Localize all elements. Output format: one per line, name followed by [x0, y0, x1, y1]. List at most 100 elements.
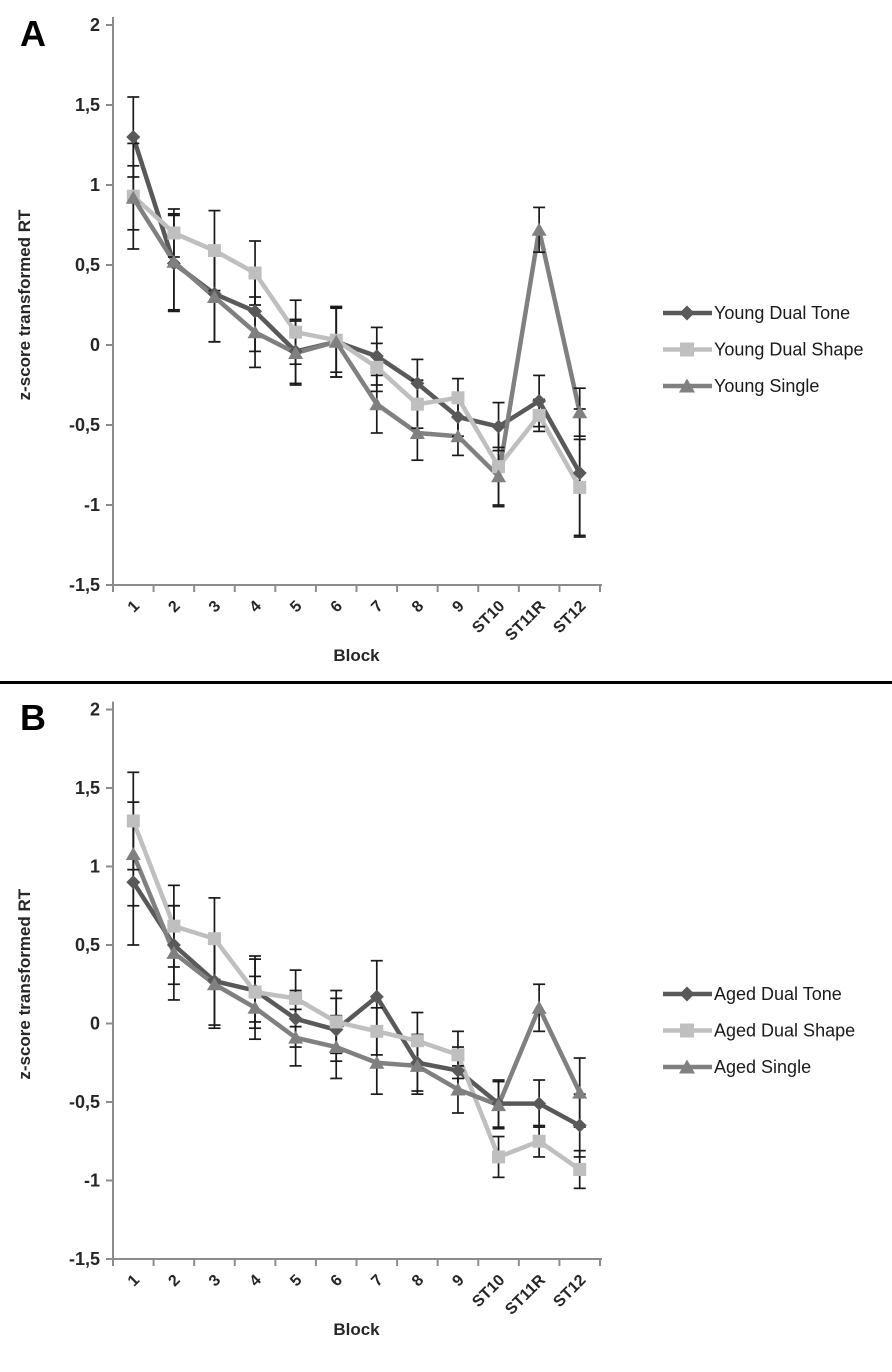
x-category-label-6: 6: [328, 1272, 346, 1290]
y-tick-label: -1,5: [69, 575, 100, 595]
y-tick-label: 0,5: [75, 935, 100, 955]
series-line-young-single: [131, 195, 582, 479]
data-point-aged-dual-shape-5: [289, 991, 303, 1005]
series-line-young-dual-shape: [131, 193, 582, 490]
data-point-young-single-5: [288, 346, 304, 359]
data-point-young-single-st12: [572, 405, 588, 419]
data-point-aged-dual-tone-st12: [572, 1118, 587, 1133]
y-tick-label: 1: [90, 857, 100, 877]
legend-item-aged-single: Aged Single: [663, 1057, 811, 1077]
data-point-aged-single-2: [166, 945, 182, 959]
x-category-label-4: 4: [247, 1272, 265, 1290]
data-point-aged-dual-tone-7: [369, 989, 384, 1004]
data-point-aged-dual-shape-7: [370, 1024, 384, 1038]
x-category-label-1: 1: [125, 1272, 143, 1290]
diamond-marker-icon: [679, 305, 695, 321]
y-tick-label: 1,5: [75, 778, 100, 798]
x-category-label-8: 8: [409, 598, 427, 616]
triangle-marker-icon: [679, 378, 695, 393]
data-point-young-single-3: [206, 290, 222, 303]
legend-label: Aged Dual Tone: [714, 984, 842, 1004]
data-point-aged-dual-shape-2: [167, 919, 181, 933]
y-axis-title: z-score transformed RT: [15, 209, 34, 400]
square-marker-icon: [680, 1023, 694, 1038]
data-point-young-dual-shape-5: [289, 325, 303, 339]
data-point-aged-single-5: [288, 1030, 304, 1044]
data-point-young-single-8: [409, 426, 425, 439]
data-point-aged-single-4: [247, 1000, 263, 1014]
x-category-label-3: 3: [206, 598, 224, 616]
panel-label-b: B: [20, 697, 46, 738]
data-point-aged-single-st12: [572, 1085, 588, 1099]
legend-label: Aged Single: [714, 1057, 811, 1077]
data-point-young-single-st10: [491, 469, 507, 483]
x-category-label-st11r: ST11R: [502, 1271, 549, 1318]
x-category-label-6: 6: [328, 598, 346, 616]
y-tick-label: 0: [90, 335, 100, 355]
y-tick-label: 2: [90, 700, 100, 720]
data-point-aged-dual-shape-4: [248, 985, 262, 999]
data-point-young-dual-tone-9: [450, 410, 465, 424]
data-point-aged-dual-tone-st11r: [532, 1096, 547, 1111]
data-point-young-dual-shape-st12: [573, 480, 587, 494]
data-point-aged-single-st10: [491, 1098, 507, 1112]
data-point-aged-single-1: [125, 846, 141, 860]
series-line-aged-single: [131, 851, 582, 1108]
data-point-young-dual-shape-8: [410, 397, 424, 411]
panel-a: A 2 1,5 1 0,5 0 -0,5 -1 -1,5 1 2 3 4 5 6 7 8 9 ST10 ST11R ST…: [0, 0, 892, 681]
panel-divider: [0, 681, 892, 684]
data-point-young-dual-shape-st11r: [532, 408, 546, 422]
legend-item-young-dual-tone: Young Dual Tone: [663, 303, 850, 323]
data-point-young-single-2: [166, 254, 182, 268]
data-point-young-dual-shape-9: [451, 391, 465, 405]
data-point-aged-dual-shape-3: [207, 932, 221, 946]
y-tick-label: -1: [84, 1171, 100, 1191]
x-category-label-8: 8: [409, 1272, 427, 1290]
data-point-aged-single-8: [409, 1058, 425, 1072]
data-point-young-single-6: [328, 334, 344, 348]
data-point-aged-single-st11r: [531, 1000, 547, 1014]
data-point-young-dual-shape-4: [248, 266, 262, 280]
legend-label: Aged Dual Shape: [714, 1021, 855, 1041]
y-tick-label: 0: [90, 1014, 100, 1034]
data-point-aged-dual-tone-9: [450, 1063, 465, 1078]
legend-label: Young Single: [714, 376, 819, 396]
x-category-label-7: 7: [368, 598, 386, 616]
x-category-label-4: 4: [247, 598, 265, 616]
data-point-aged-dual-shape-st12: [573, 1163, 587, 1177]
data-point-young-single-st11r: [531, 222, 547, 236]
y-tick-label: 1,5: [75, 95, 100, 115]
data-point-aged-dual-tone-2: [166, 938, 181, 952]
data-point-young-dual-shape-7: [370, 360, 384, 374]
data-point-young-dual-tone-st12: [572, 466, 587, 480]
y-tick-label: -1,5: [69, 1249, 100, 1269]
data-point-young-dual-tone-4: [248, 304, 263, 319]
data-point-young-single-4: [247, 325, 263, 339]
y-tick-label: -0,5: [69, 1092, 100, 1112]
data-point-young-dual-tone-1: [126, 130, 141, 144]
y-axis-title: z-score transformed RT: [15, 888, 34, 1079]
y-tick-label: 2: [90, 15, 100, 35]
panel-label-a: A: [20, 13, 46, 54]
x-category-label-st11r: ST11R: [502, 597, 549, 644]
x-category-label-9: 9: [449, 598, 467, 616]
x-category-label-7: 7: [368, 1272, 386, 1290]
data-point-young-single-1: [125, 190, 141, 204]
data-point-aged-dual-shape-st11r: [532, 1134, 546, 1148]
data-point-young-single-9: [450, 429, 466, 443]
data-point-young-single-7: [369, 397, 385, 411]
panel-b: B 2 1,5 1 0,5 0 -0,5 -1 -1,5 1 2 3 4 5 6 7 8 9 ST10 ST11R ST…: [0, 684, 892, 1367]
y-tick-label: -1: [84, 495, 100, 515]
data-point-aged-single-7: [369, 1055, 385, 1069]
data-point-aged-dual-shape-1: [126, 814, 140, 828]
data-point-young-dual-tone-st10: [491, 419, 506, 434]
data-point-aged-dual-tone-1: [126, 875, 141, 890]
data-point-young-dual-tone-8: [410, 376, 425, 391]
data-point-aged-single-6: [328, 1040, 344, 1054]
y-tick-label: -0,5: [69, 415, 100, 435]
x-axis-title: Block: [333, 1320, 380, 1339]
legend-item-aged-dual-shape: Aged Dual Shape: [663, 1021, 855, 1041]
data-point-young-dual-shape-3: [207, 244, 221, 258]
